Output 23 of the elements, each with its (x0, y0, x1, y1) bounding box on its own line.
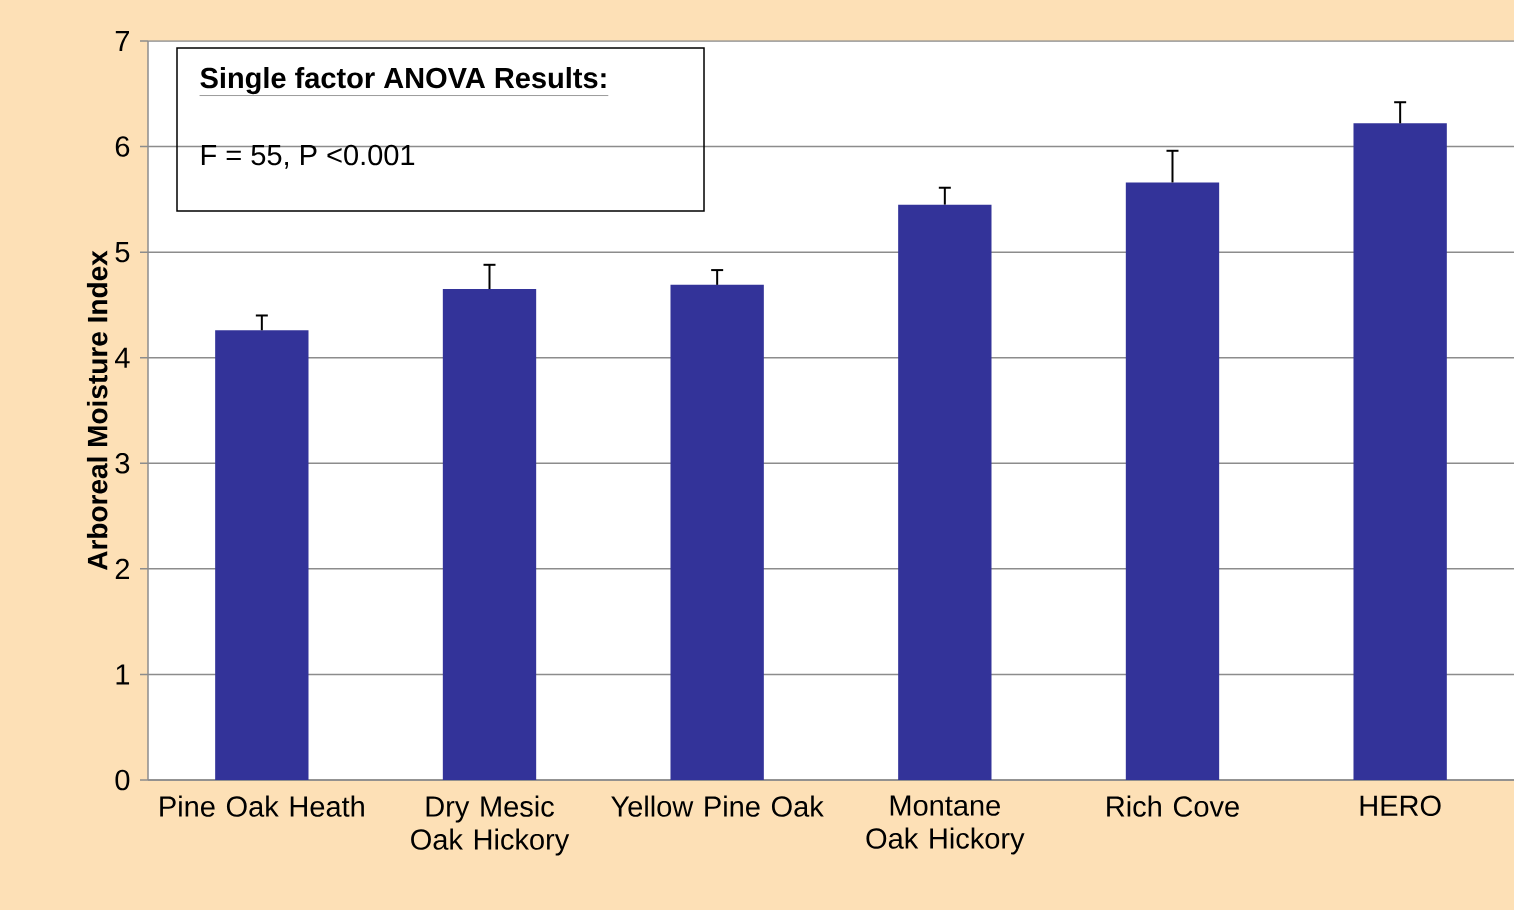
bar (215, 330, 309, 780)
x-tick-label: Montane Oak Hickory (866, 795, 1025, 855)
y-tick-label: 6 (115, 136, 130, 157)
y-tick-label: 7 (115, 31, 130, 51)
y-tick-label: 5 (115, 242, 130, 263)
y-tick-label: 0 (115, 769, 130, 791)
y-tick-label: 4 (115, 347, 130, 368)
x-tick-label: Pine Oak Heath (160, 795, 364, 817)
bar (1353, 123, 1447, 780)
y-tick-label: 3 (115, 453, 130, 474)
y-tick-label: 1 (116, 664, 130, 685)
annotation: Single factor ANOVA Results: (200, 66, 606, 95)
bar (898, 204, 992, 780)
bar (442, 289, 537, 780)
x-tick-label: HERO (1360, 795, 1441, 817)
y-axis-title: Arboreal Moisture Index (86, 250, 108, 571)
bar (670, 284, 764, 780)
x-tick-label: Rich Cove (1107, 795, 1239, 817)
annotation: F = 55, P <0.001 (201, 144, 415, 169)
y-tick-label: 2 (115, 558, 130, 579)
x-tick-label: Yellow Pine Oak (611, 795, 824, 817)
bar (1125, 182, 1220, 780)
x-tick-label: Dry Mesic Oak Hickory (411, 795, 570, 856)
